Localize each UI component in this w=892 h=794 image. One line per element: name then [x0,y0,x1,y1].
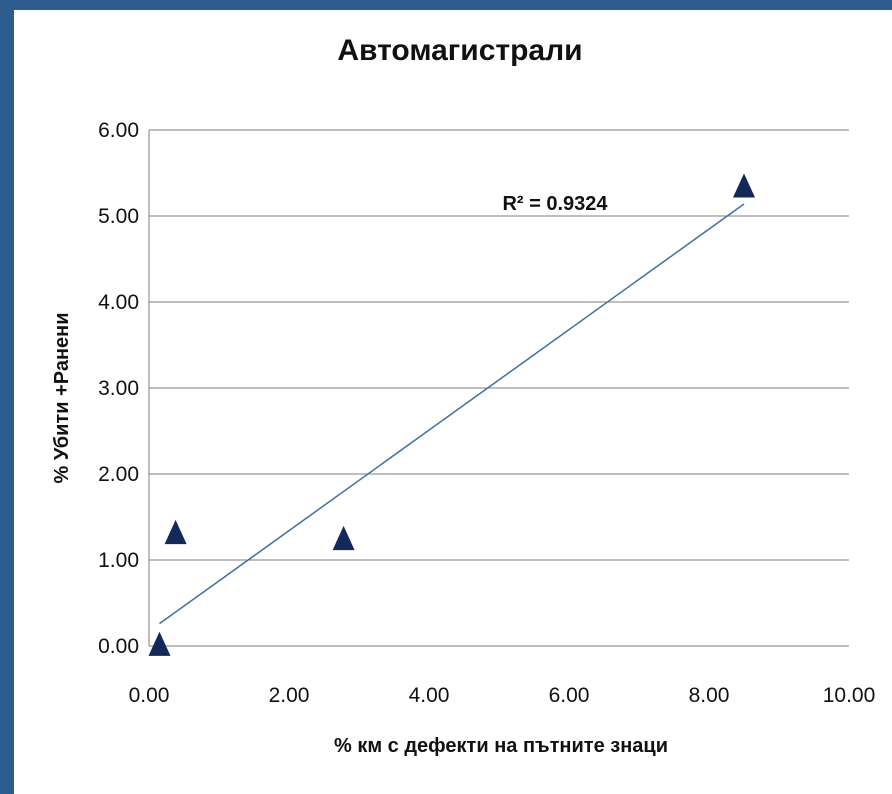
x-tick-label: 6.00 [549,684,590,707]
r-squared-label: R² = 0.9324 [502,193,608,215]
data-points [148,173,755,656]
y-tick-label: 2.00 [98,463,139,486]
y-tick-labels: 0.00 1.00 2.00 3.00 4.00 5.00 6.00 [98,119,139,658]
x-tick-labels: 0.00 2.00 4.00 6.00 8.00 10.00 [129,684,876,707]
grid-lines [148,129,849,647]
data-point-triangle [148,631,171,656]
x-tick-label: 4.00 [409,684,450,707]
data-point-triangle [332,525,355,551]
data-point-triangle [164,519,187,545]
data-point-triangle [733,173,755,198]
y-axis-label: % Убити +Ранени [51,312,73,483]
x-tick-label: 0.00 [129,684,170,707]
x-tick-label: 10.00 [823,684,876,707]
scatter-chart: Автомагистрали 0.00 1.00 2.00 3.00 4.00 5.00 6… [51,34,876,757]
x-tick-label: 8.00 [689,684,730,707]
x-tick-label: 2.00 [269,684,310,707]
y-tick-label: 6.00 [98,119,139,142]
x-axis-label: % км с дефекти на пътните знаци [334,735,668,757]
y-tick-label: 4.00 [98,291,139,314]
y-tick-label: 3.00 [98,377,139,400]
trendline-group [159,203,745,625]
y-tick-label: 1.00 [98,549,139,572]
y-tick-label: 0.00 [98,635,139,658]
chart-title: Автомагистрали [337,34,582,67]
trendline [159,203,745,625]
chart-frame: Автомагистрали 0.00 1.00 2.00 3.00 4.00 5.00 6… [14,10,892,794]
y-tick-label: 5.00 [98,205,139,228]
